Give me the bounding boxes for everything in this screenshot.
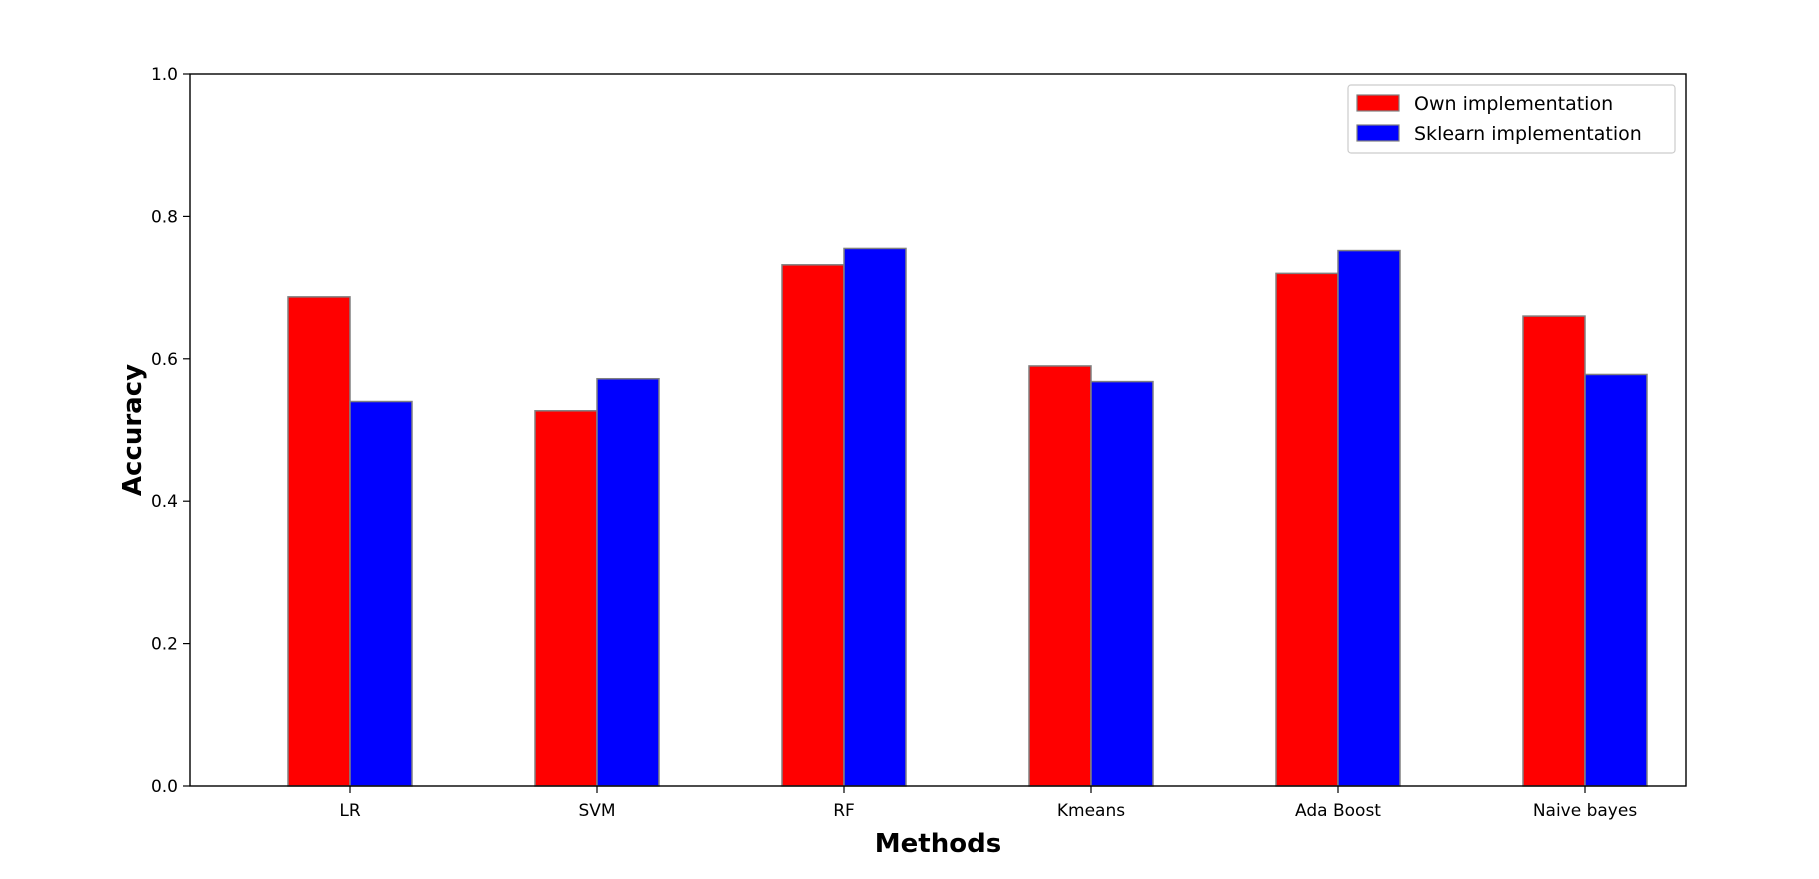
x-tick-label: LR [339, 801, 360, 821]
x-axis-title: Methods [875, 829, 1001, 859]
legend: Own implementation Sklearn implementation [1347, 84, 1676, 154]
bar-sklearn-kmeans [1090, 380, 1154, 787]
bar-own-naive-bayes [1522, 315, 1586, 787]
bar-own-svm [534, 410, 598, 787]
x-tick-label: SVM [578, 801, 615, 821]
bars-layer [287, 247, 1648, 787]
legend-swatch [1356, 124, 1400, 142]
bar-own-rf [781, 264, 845, 787]
x-tick-label: Ada Boost [1295, 801, 1381, 821]
legend-label: Sklearn implementation [1414, 123, 1642, 145]
y-axis-title: Accuracy [118, 364, 148, 496]
x-tick-label: RF [833, 801, 855, 821]
legend-box [1347, 84, 1676, 154]
y-tick-label: 0.6 [151, 350, 178, 370]
bar-own-kmeans [1028, 365, 1092, 787]
y-tick-label: 0.8 [151, 207, 178, 227]
bar-own-ada-boost [1275, 272, 1339, 787]
y-tick-label: 0.4 [151, 492, 178, 512]
bar-sklearn-rf [843, 247, 907, 787]
bar-sklearn-ada-boost [1337, 249, 1401, 787]
bar-sklearn-naive-bayes [1584, 373, 1648, 787]
legend-label: Own implementation [1414, 93, 1613, 115]
x-axis: LR SVM RF Kmeans Ada Boost Naive bayes [339, 786, 1637, 821]
y-tick-label: 0.0 [151, 777, 178, 797]
y-tick-label: 1.0 [151, 65, 178, 85]
y-axis: 0.0 0.2 0.4 0.6 0.8 1.0 [151, 65, 190, 797]
bar-sklearn-svm [596, 377, 660, 787]
plot-frame [189, 73, 1687, 787]
legend-swatch [1356, 94, 1400, 112]
bar-sklearn-lr [349, 400, 413, 787]
x-tick-label: Naive bayes [1533, 801, 1638, 821]
bar-own-lr [287, 296, 351, 787]
y-tick-label: 0.2 [151, 635, 178, 655]
x-tick-label: Kmeans [1057, 801, 1125, 821]
